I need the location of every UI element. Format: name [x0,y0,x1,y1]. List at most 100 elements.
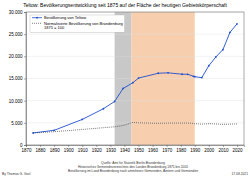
x-tick: 1960 [148,145,159,153]
x-tick: 2020 [232,145,243,153]
date: 17.08.2021 [231,172,248,176]
series-line [33,24,237,133]
legend-label: Bevölkerung von Teltow [44,15,86,20]
x-tick-label: 1920 [92,148,103,153]
x-tick-mark [40,145,41,147]
y-tick-mark [24,101,26,102]
source-note: Bevölkerung im Land Brandenburg nach amt… [68,169,198,173]
x-tick: 1940 [120,145,131,153]
x-tick: 1890 [50,145,61,153]
grid-line [26,34,244,35]
y-tick: 30.000 [9,10,26,15]
x-tick-mark [195,145,196,147]
series-marker [102,108,104,110]
x-tick: 2000 [204,145,215,153]
grid-line [26,78,244,79]
y-tick-mark [24,12,26,13]
y-tick: 10.000 [9,99,26,104]
y-tick-label: 20.000 [9,54,23,59]
series-marker [138,77,140,79]
x-tick: 1950 [134,145,145,153]
x-tick: 1970 [162,145,173,153]
y-tick-mark [24,123,26,124]
y-axis: 05.00010.00015.00020.00025.00030.000 [9,10,27,148]
x-tick-mark [26,145,27,147]
legend-box [30,15,125,32]
x-tick-label: 1980 [176,148,187,153]
y-tick-label: 30.000 [9,10,23,15]
x-tick-mark [153,145,154,147]
y-axis-line [24,13,27,146]
legend-label: Normalisierte Bevölkerung von Brandenbur… [44,21,123,31]
x-tick-mark [68,145,69,147]
grid-line [26,100,244,101]
legend-swatch-marker [36,17,38,19]
x-tick-label: 1880 [36,148,47,153]
legend-swatch [32,23,42,24]
x-tick: 1980 [176,145,187,153]
series-marker [187,73,189,75]
series-marker [215,56,217,58]
author: By Thomas G. Graf [2,172,30,176]
plot-area [26,12,244,145]
x-tick: 1880 [36,145,47,153]
series-marker [181,73,183,75]
series-marker [236,23,238,25]
x-tick-mark [96,145,97,147]
legend-swatch [32,17,42,18]
x-tick-label: 1910 [78,148,89,153]
y-tick-mark [24,145,26,146]
x-tick-label: 1960 [148,148,159,153]
x-tick-label: 1890 [50,148,61,153]
y-tick-mark [24,34,26,35]
series-marker [114,101,116,103]
x-tick-label: 1900 [64,148,75,153]
y-tick-mark [24,56,26,57]
x-tick-mark [181,145,182,147]
series-marker [122,88,124,90]
x-tick-mark [54,145,55,147]
y-tick: 25.000 [9,32,26,37]
x-tick-label: 1950 [134,148,145,153]
x-tick-label: 1940 [120,148,131,153]
x-tick-label: 2000 [204,148,215,153]
x-tick: 1900 [64,145,75,153]
y-tick-label: 5.000 [11,121,23,126]
series-marker [81,119,83,121]
legend: Bevölkerung von TeltowNormalisierte Bevö… [30,15,125,32]
x-tick-mark [223,145,224,147]
series-marker [201,77,203,79]
title: Teltow: Bevölkerungsentwicklung seit 187… [23,2,227,8]
x-tick-mark [139,145,140,147]
y-tick-label: 15.000 [9,76,23,81]
x-tick-mark [167,145,168,147]
plot-frame [26,12,244,145]
series-marker [222,49,224,51]
series-marker [167,72,169,74]
x-tick: 1920 [92,145,103,153]
y-tick-mark [24,79,26,80]
y-tick-label: 10.000 [9,99,23,104]
grid-line [26,56,244,57]
x-tick-mark [124,145,125,147]
y-tick: 5.000 [11,121,26,126]
x-tick-label: 2010 [218,148,229,153]
x-tick-mark [209,145,210,147]
x-tick-label: 1970 [162,148,173,153]
x-tick-label: 2020 [232,148,243,153]
y-tick: 15.000 [9,76,26,81]
x-tick-mark [110,145,111,147]
x-axis: 1870 188018901900191019201930194019501960… [21,145,244,153]
series-line [33,122,237,133]
series-marker [53,129,55,131]
y-tick: 20.000 [9,54,26,59]
series-marker [194,76,196,78]
x-tick: 1930 [106,145,117,153]
x-tick-label: 1990 [190,148,201,153]
x-tick-label: 1870 [21,148,32,153]
x-tick-mark [237,145,238,147]
x-tick: 1870 [21,145,32,153]
x-tick-label: 1930 [106,148,117,153]
x-tick: 1910 [78,145,89,153]
y-tick-label: 25.000 [9,32,23,37]
